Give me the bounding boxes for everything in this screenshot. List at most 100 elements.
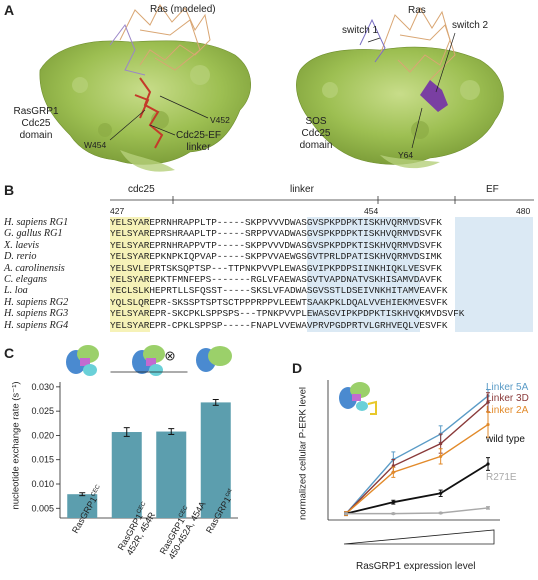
series-point xyxy=(486,400,490,404)
switch2-label: switch 2 xyxy=(452,20,489,31)
sequence-row: YELSYAREPKTFMNFEPS-------RGLVFAEWASGVTVA… xyxy=(110,274,442,286)
y-tick-label: 0.010 xyxy=(31,479,54,489)
linker-label-line1: Cdc25-EF xyxy=(176,130,222,141)
panel-d-xlabel: RasGRP1 expression level xyxy=(356,561,476,572)
species-name: C. elegans xyxy=(4,274,48,286)
linker-label: Cdc25-EF linker xyxy=(176,130,221,154)
sos-domain-line1: SOS xyxy=(305,116,327,127)
y-tick-label: 0.005 xyxy=(31,503,54,513)
residue-w454: W454 xyxy=(84,140,107,150)
switch1-label: switch 1 xyxy=(342,25,379,36)
bar xyxy=(67,494,98,518)
ras-modeled-wire xyxy=(109,4,211,76)
species-list: H. sapiens RG1 G. gallus RG1 X. laevis D… xyxy=(4,217,108,331)
panel-a-letter: A xyxy=(4,2,15,18)
sos-domain-label: SOS Cdc25 domain xyxy=(294,116,338,152)
species-name: H. sapiens RG4 xyxy=(4,319,69,331)
alignment-ruler xyxy=(110,196,534,204)
switch1-wire xyxy=(359,18,386,63)
sequence-row: YELSYAREPRSHRAAPLTP-----SRPPVVADWASGVSPK… xyxy=(110,228,442,240)
y-tick-label: 0.020 xyxy=(31,430,54,440)
panel-c-letter: C xyxy=(4,345,15,361)
series-point xyxy=(344,512,348,516)
series-label: wild type xyxy=(485,434,525,445)
pos-427: 427 xyxy=(110,206,125,216)
rasgrp1-domain-label: RasGRP1 Cdc25 domain xyxy=(4,106,68,142)
series-line xyxy=(345,463,489,515)
series-line xyxy=(345,395,489,515)
rasgrp1-domain-line2: Cdc25 xyxy=(21,118,51,129)
panel-d-ylabel: normalized cellular P-ERK level xyxy=(297,386,309,521)
conserved-block-cdc25 xyxy=(110,217,150,332)
sos-domain-line3: domain xyxy=(299,140,333,151)
panel-a-callouts xyxy=(109,32,456,149)
cartoon-mutant xyxy=(132,345,175,376)
switch2-helix xyxy=(420,80,448,112)
rasgrp1-domain-line3: domain xyxy=(19,130,53,141)
sequence-row: YELSYAREPR-CPKLSPPSP-----FNAPLVVEWAVPRVP… xyxy=(110,319,448,331)
bar xyxy=(200,402,231,518)
conserved-block-ef xyxy=(455,217,533,332)
series-point xyxy=(439,442,443,446)
series-point xyxy=(486,462,490,466)
sequence-list: YELSYAREPRNHRAPPLTP-----SKPPVVVDWASGVSPK… xyxy=(110,217,536,331)
y-tick-label: 0.025 xyxy=(31,406,54,416)
series-point xyxy=(391,500,395,504)
series-label: Linker 2A xyxy=(486,405,529,416)
region-ef: EF xyxy=(486,184,499,195)
panel-c-ylabel: nucleotide exchange rate (s⁻¹) xyxy=(10,381,22,510)
bar xyxy=(111,432,142,518)
series-point xyxy=(439,454,443,458)
series-label: Linker 3D xyxy=(486,393,529,404)
y-tick-label: 0.015 xyxy=(31,455,54,465)
series-point xyxy=(486,422,490,427)
panel-c-chart: 0.005 0.010 0.015 0.020 0.025 0.030 xyxy=(31,371,238,519)
series-line xyxy=(346,507,489,515)
sequence-row: YELSYAREPR-SKCPKLSPPSPS---TPNKPVVPLEWASG… xyxy=(110,308,465,320)
panel-c-xlabels: RasGRP1CEC RasGRP1CEC 452R, 454R RasGRP1C… xyxy=(56,484,256,580)
sequence-row: YELSVLEPRTSKSQPTSP---TTPNKPVVPLEWASGVIPK… xyxy=(110,262,442,274)
conserved-block-linker xyxy=(307,217,420,332)
sequence-row: YELSYAREPRNHRAPPLTP-----SKPPVVVDWASGVSPK… xyxy=(110,217,442,228)
sequence-row: YELSYAREPKNPKIQPVAP-----SKPPVVAEWGSGVTPR… xyxy=(110,251,442,263)
region-linker: linker xyxy=(290,184,314,195)
rasgrp1-domain-line1: RasGRP1 xyxy=(13,106,59,117)
y-tick-label: 0.030 xyxy=(31,382,54,392)
series-line xyxy=(345,423,489,515)
residue-y64: Y64 xyxy=(398,150,414,160)
species-name: H. sapiens RG2 xyxy=(4,296,69,308)
ras-wire xyxy=(379,6,456,81)
panel-b-letter: B xyxy=(4,182,15,198)
cartoon-cat xyxy=(196,346,232,372)
panel-d-ylabel-wrap: normalized cellular P-ERK level xyxy=(296,380,310,530)
linker-label-line2: linker xyxy=(186,142,211,153)
sequence-row: YELSYAREPRNHRAPPVTP-----SKPPVVVDWASGVSPK… xyxy=(110,239,442,251)
panel-c-cartoons xyxy=(66,345,232,376)
series-point xyxy=(391,512,395,516)
series-label: Linker 5A xyxy=(486,382,529,393)
panel-d-letter: D xyxy=(292,360,303,376)
species-name: D. rerio xyxy=(4,251,37,263)
cartoon-cec xyxy=(66,345,99,376)
region-cdc25: cdc25 xyxy=(128,184,155,195)
series-point xyxy=(439,491,443,495)
ras-modeled-label: Ras (modeled) xyxy=(150,4,216,15)
species-name: H. sapiens RG1 xyxy=(4,217,69,228)
sequence-row: YECLSLKHEPRTLLSFQSST-----SKSLVFADWASGVSS… xyxy=(110,285,448,297)
panel-a-structures xyxy=(39,4,504,172)
series-point xyxy=(486,506,490,510)
species-name: A. carolinensis xyxy=(4,262,65,274)
species-name: H. sapiens RG3 xyxy=(4,308,69,320)
species-name: G. gallus RG1 xyxy=(4,228,63,240)
species-name: X. laevis xyxy=(4,239,40,251)
series-point xyxy=(391,470,395,474)
bar xyxy=(156,431,187,518)
sequence-row: YQLSLQREPR-SKSSPTSPTSCTPPPRPPVLEEWTSAAKP… xyxy=(110,296,448,308)
series-point xyxy=(439,511,443,515)
ras-label: Ras xyxy=(408,5,426,16)
pos-480: 480 xyxy=(516,206,531,216)
expression-wedge xyxy=(343,529,495,545)
panel-c-ylabel-wrap: nucleotide exchange rate (s⁻¹) xyxy=(6,360,22,530)
residue-v452: V452 xyxy=(210,115,230,125)
